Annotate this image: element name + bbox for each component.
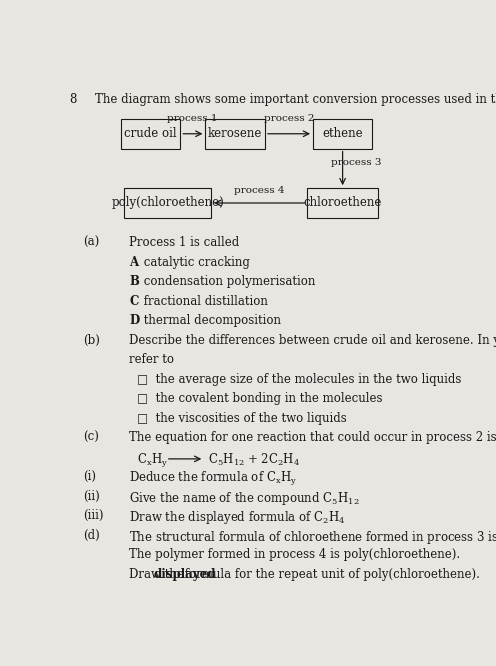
Text: Give the name of the compound $\mathregular{C_5H_{12}}$: Give the name of the compound $\mathregu… bbox=[129, 490, 360, 507]
Text: (iii): (iii) bbox=[83, 509, 104, 522]
Text: Deduce the formula of $\mathregular{C_xH_y}$: Deduce the formula of $\mathregular{C_xH… bbox=[129, 470, 298, 488]
Text: chloroethene: chloroethene bbox=[304, 196, 382, 210]
Text: D: D bbox=[129, 314, 139, 327]
Text: $\mathregular{C_5H_{12}}$: $\mathregular{C_5H_{12}}$ bbox=[208, 452, 245, 468]
Text: (b): (b) bbox=[83, 334, 100, 347]
Text: Draw the: Draw the bbox=[129, 567, 188, 581]
Text: (d): (d) bbox=[83, 529, 100, 541]
Text: Process 1 is called: Process 1 is called bbox=[129, 236, 240, 249]
Text: The equation for one reaction that could occur in process 2 is: The equation for one reaction that could… bbox=[129, 431, 496, 444]
Text: The diagram shows some important conversion processes used in the oil industry.: The diagram shows some important convers… bbox=[95, 93, 496, 106]
Text: (c): (c) bbox=[83, 431, 99, 444]
Text: process 1: process 1 bbox=[168, 114, 218, 123]
Text: process 4: process 4 bbox=[234, 186, 284, 195]
Text: crude oil: crude oil bbox=[124, 127, 177, 141]
Text: A: A bbox=[129, 256, 138, 269]
Text: (ii): (ii) bbox=[83, 490, 100, 503]
Text: □  the covalent bonding in the molecules: □ the covalent bonding in the molecules bbox=[137, 392, 382, 405]
Text: Draw the displayed formula of $\mathregular{C_2H_4}$: Draw the displayed formula of $\mathregu… bbox=[129, 509, 346, 526]
Text: poly(chloroethene): poly(chloroethene) bbox=[111, 196, 224, 210]
Text: (i): (i) bbox=[83, 470, 96, 483]
Text: The polymer formed in process 4 is poly(chloroethene).: The polymer formed in process 4 is poly(… bbox=[129, 548, 460, 561]
Text: condensation polymerisation: condensation polymerisation bbox=[140, 275, 315, 288]
Text: $\mathregular{C_xH_y}$: $\mathregular{C_xH_y}$ bbox=[137, 452, 168, 470]
Text: 8: 8 bbox=[69, 93, 76, 106]
Text: formula for the repeat unit of poly(chloroethene).: formula for the repeat unit of poly(chlo… bbox=[181, 567, 480, 581]
Text: process 2: process 2 bbox=[263, 114, 314, 123]
Text: $\mathregular{+\ 2C_2H_4}$: $\mathregular{+\ 2C_2H_4}$ bbox=[247, 452, 300, 468]
Text: ethene: ethene bbox=[322, 127, 363, 141]
Text: (a): (a) bbox=[83, 236, 99, 249]
Text: catalytic cracking: catalytic cracking bbox=[140, 256, 250, 269]
Text: □  the viscosities of the two liquids: □ the viscosities of the two liquids bbox=[137, 412, 347, 425]
Text: Describe the differences between crude oil and kerosene. In your answer you shou: Describe the differences between crude o… bbox=[129, 334, 496, 347]
Text: displayed: displayed bbox=[153, 567, 216, 581]
Text: The structural formula of chloroethene formed in process 3 is $\mathregular{CH_2: The structural formula of chloroethene f… bbox=[129, 529, 496, 545]
Text: process 3: process 3 bbox=[331, 158, 381, 167]
Text: fractional distillation: fractional distillation bbox=[140, 295, 268, 308]
Text: □  the average size of the molecules in the two liquids: □ the average size of the molecules in t… bbox=[137, 373, 461, 386]
Text: refer to: refer to bbox=[129, 353, 174, 366]
Text: kerosene: kerosene bbox=[208, 127, 262, 141]
Text: thermal decomposition: thermal decomposition bbox=[140, 314, 281, 327]
Text: B: B bbox=[129, 275, 139, 288]
Text: C: C bbox=[129, 295, 139, 308]
